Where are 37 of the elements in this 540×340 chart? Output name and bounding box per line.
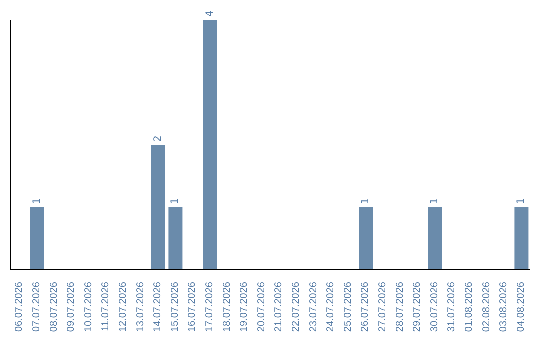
x-tick-label: 09.07.2026 bbox=[66, 282, 78, 332]
x-tick-label: 23.07.2026 bbox=[308, 282, 320, 332]
x-tick-label: 22.07.2026 bbox=[290, 282, 302, 332]
x-tick-label: 07.07.2026 bbox=[31, 282, 42, 332]
x-tick-label: 21.07.2026 bbox=[274, 282, 285, 332]
x-tick-label: 12.07.2026 bbox=[118, 282, 129, 332]
x-tick-label: 08.07.2026 bbox=[48, 282, 60, 332]
x-tick-label: 24.07.2026 bbox=[326, 282, 337, 332]
x-tick-label: 28.07.2026 bbox=[394, 282, 406, 332]
x-tick-label: 03.08.2026 bbox=[498, 282, 510, 332]
x-tick-label: 13.07.2026 bbox=[135, 282, 146, 332]
data-label: 1 bbox=[360, 198, 372, 204]
data-label: 1 bbox=[516, 198, 528, 204]
data-label: 1 bbox=[32, 198, 43, 204]
x-tick-label: 10.07.2026 bbox=[83, 282, 94, 332]
x-tick-label: 19.07.2026 bbox=[239, 282, 250, 332]
data-label: 4 bbox=[204, 10, 216, 17]
x-tick-label: 04.08.2026 bbox=[516, 282, 527, 332]
data-label: 1 bbox=[430, 198, 441, 204]
x-tick-label: 26.07.2026 bbox=[360, 282, 372, 332]
x-tick-label: 20.07.2026 bbox=[256, 282, 268, 332]
x-tick-label: 02.08.2026 bbox=[481, 282, 492, 332]
x-tick-label: 06.07.2026 bbox=[14, 282, 26, 332]
x-tick-label: 18.07.2026 bbox=[222, 282, 233, 332]
x-tick-label: 27.07.2026 bbox=[377, 282, 388, 332]
x-tick-label: 25.07.2026 bbox=[342, 282, 354, 332]
data-label: 2 bbox=[152, 136, 164, 142]
x-tick-label: 30.07.2026 bbox=[429, 282, 440, 332]
data-label: 1 bbox=[170, 198, 182, 204]
x-tick-label: 15.07.2026 bbox=[170, 282, 181, 332]
x-tick-label: 31.07.2026 bbox=[446, 282, 458, 332]
x-tick-label: 17.07.2026 bbox=[204, 282, 216, 332]
x-tick-label: 11.07.2026 bbox=[100, 282, 112, 332]
x-tick-label: 29.07.2026 bbox=[412, 282, 424, 332]
x-tick-label: 01.08.2026 bbox=[464, 282, 475, 332]
x-tick-label: 16.07.2026 bbox=[187, 282, 198, 332]
x-tick-label: 14.07.2026 bbox=[152, 282, 164, 332]
